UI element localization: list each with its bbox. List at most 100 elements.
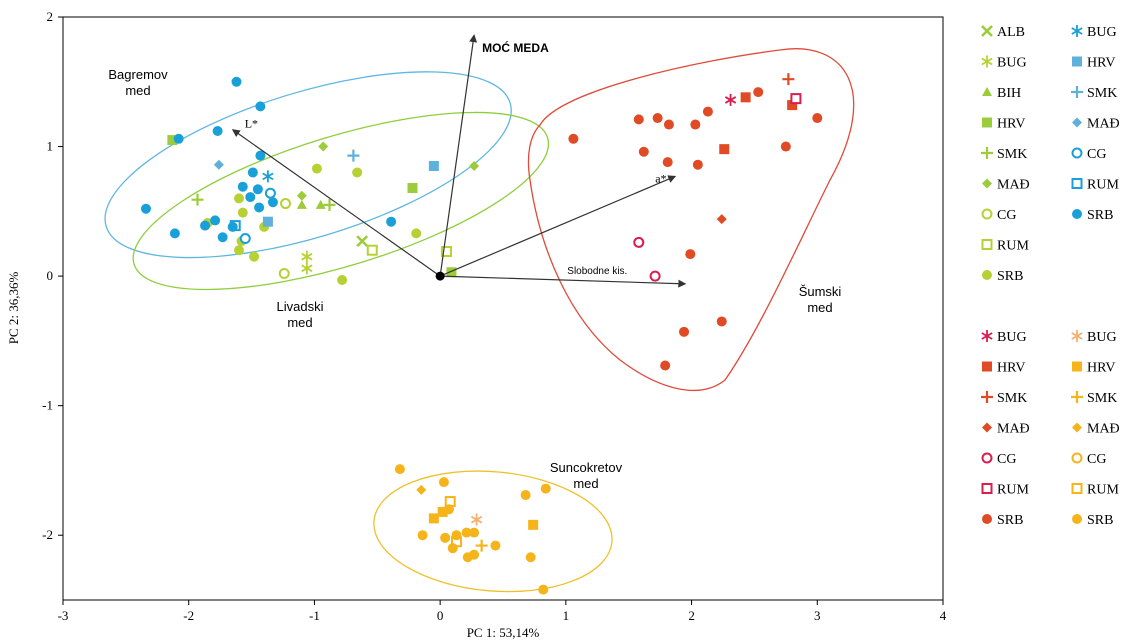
data-point [280,198,292,210]
data-point [440,245,452,257]
data-point [301,250,313,263]
data-point [437,506,448,517]
legend-item: MAĐ [982,422,1030,437]
data-point [740,92,751,103]
data-point [200,220,211,231]
data-point [490,540,501,551]
legend-label: ALB [997,25,1025,40]
legend-marker [981,391,993,403]
legend-marker [981,330,993,342]
legend-item: MAĐ [982,178,1030,193]
data-point [520,490,531,501]
legend-label: BUG [1087,25,1117,40]
data-point [685,249,696,260]
vector-label: L* [245,117,258,131]
data-points [140,73,823,595]
legend-marker [1071,147,1083,159]
legend-item: RUM [1071,178,1119,193]
data-point [428,513,439,524]
data-point [234,193,244,204]
data-point [790,93,802,105]
legend-item: RUM [981,239,1029,254]
data-point [296,190,307,201]
data-point [255,150,266,161]
legend-item: CG [1071,147,1106,162]
x-axis-label: PC 1: 53,14% [467,625,540,640]
group-labels: Bagremov med Livadski med Suncokretov med Šums… [108,67,841,491]
group-label: Livadski med [277,299,324,330]
data-point [753,87,764,98]
data-point [267,197,278,208]
data-point [407,183,418,194]
data-point [469,549,480,560]
legend-item: SRB [982,513,1023,528]
legend-label: SMK [997,147,1027,162]
data-point [416,484,427,495]
data-point [212,126,223,137]
data-point [356,235,369,248]
data-point [234,245,244,256]
legend-marker [1072,117,1082,128]
legend-label: MAĐ [1087,117,1120,132]
legend-marker [981,239,993,250]
legend-item: RUM [981,483,1029,498]
origin-point [435,271,445,281]
y-tick-label: 2 [47,9,54,24]
data-point [663,119,674,130]
legend-marker [981,147,993,159]
data-point [525,552,536,563]
x-tick-label: 4 [940,608,947,623]
loading-vector [231,129,441,277]
group-ellipse [104,71,512,259]
data-point [469,160,480,171]
legend-item: HRV [982,361,1025,376]
x-tick-label: 2 [688,608,695,623]
legend-item: SMK [981,391,1027,406]
legend-item: RUM [1071,483,1119,498]
data-point [239,233,251,245]
legend-marker [982,422,992,433]
data-point [386,216,397,227]
data-point [245,192,256,203]
legend-marker [982,117,992,128]
data-point [140,203,151,214]
legend-item: BUG [981,55,1027,71]
vector-label: Slobodne kis. [567,266,627,277]
legend-label: HRV [997,361,1025,376]
legend-item: SRB [1072,208,1113,223]
legend-item: MAĐ [1072,117,1120,132]
legend-label: CG [1087,452,1106,467]
legend-item: BUG [1071,330,1117,345]
legend-marker [981,55,993,68]
data-point [447,543,458,554]
data-point [633,236,645,248]
data-point [538,584,549,595]
legend-marker [981,208,993,220]
legend-label: HRV [997,117,1025,132]
legend-label: BUG [1087,330,1117,345]
data-point [780,141,791,152]
x-tick-label: 0 [437,608,444,623]
data-point [443,504,454,515]
legend-marker [982,514,992,524]
data-point [227,221,238,232]
data-point [470,513,483,526]
x-tick-label: 1 [563,608,570,623]
legend-marker [1072,361,1082,372]
legend-marker [981,483,993,494]
x-tick-label: -2 [183,608,194,623]
legend-label: BIH [997,86,1021,101]
data-point [278,268,290,280]
legend-marker [981,452,993,464]
x-tick-label: -1 [309,608,320,623]
legend-item: HRV [982,117,1025,132]
y-tick-label: 1 [47,139,54,154]
legend-item: CG [981,208,1016,223]
legend-label: RUM [1087,483,1119,498]
legend-item: SMK [981,147,1027,162]
legend-marker [982,178,992,189]
legend-label: SMK [997,391,1027,406]
legend-label: RUM [997,483,1029,498]
legend-item: CG [981,452,1016,467]
legend-label: SMK [1087,86,1117,101]
